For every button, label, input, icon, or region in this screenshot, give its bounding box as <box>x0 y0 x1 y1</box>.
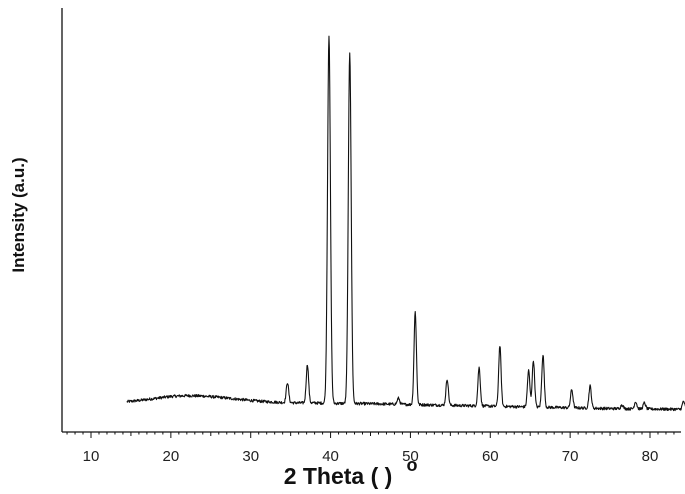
x-tick-label: 80 <box>642 448 659 465</box>
x-axis-title: 2 Theta ( ) <box>284 463 393 489</box>
x-ticks <box>66 432 675 438</box>
x-axis: 10 20 30 40 50 60 70 80 <box>62 431 681 465</box>
x-tick-labels: 10 20 30 40 50 60 70 80 <box>83 448 659 465</box>
x-tick-label: 50 <box>402 448 419 465</box>
x-tick-label: 70 <box>562 448 579 465</box>
x-tick-label: 20 <box>163 448 180 465</box>
series-group <box>126 35 685 412</box>
x-axis-title-degree: o <box>407 455 418 475</box>
x-tick-label: 40 <box>322 448 339 465</box>
xrd-pattern-line <box>126 35 685 412</box>
x-tick-label: 60 <box>482 448 499 465</box>
y-axis-title: Intensity (a.u.) <box>9 157 28 272</box>
x-axis-title-group: 2 Theta ( ) o <box>284 455 418 489</box>
x-tick-label: 30 <box>242 448 259 465</box>
x-tick-label: 10 <box>83 448 100 465</box>
